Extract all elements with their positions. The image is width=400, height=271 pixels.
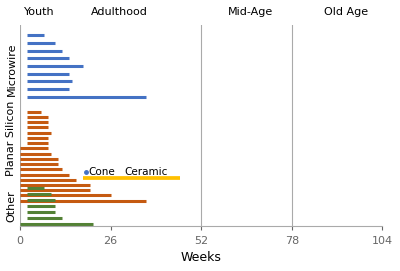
Text: Planar Silicon: Planar Silicon	[6, 100, 16, 176]
Text: Microwire: Microwire	[6, 43, 16, 96]
Text: Other: Other	[6, 191, 16, 222]
Text: Youth: Youth	[24, 7, 54, 17]
X-axis label: Weeks: Weeks	[181, 251, 222, 264]
Text: Cone: Cone	[88, 167, 115, 177]
Text: Mid-Age: Mid-Age	[228, 7, 273, 17]
Text: Adulthood: Adulthood	[91, 7, 148, 17]
Text: Ceramic: Ceramic	[124, 167, 168, 177]
Text: Old Age: Old Age	[324, 7, 368, 17]
